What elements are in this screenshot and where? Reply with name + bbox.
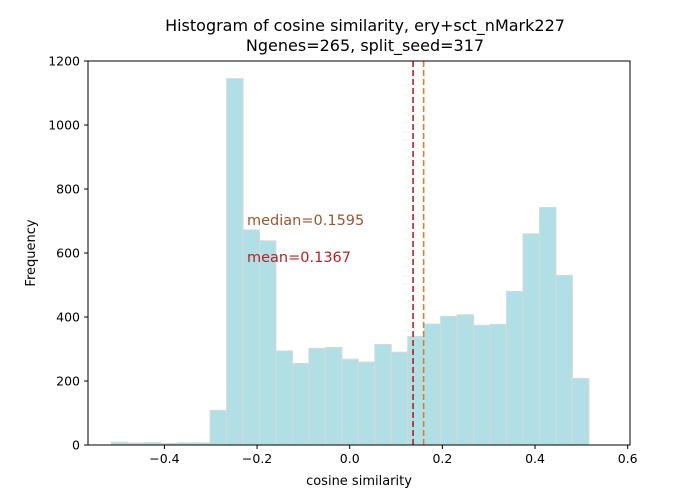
histogram-bar	[407, 336, 425, 446]
y-axis-label: Frequency	[24, 219, 39, 286]
histogram-bar	[341, 358, 359, 446]
histogram-bar	[440, 315, 458, 446]
y-tick-label: 200	[56, 374, 80, 389]
histogram-bar	[522, 233, 540, 446]
x-tick-label: −0.2	[242, 451, 272, 466]
y-tick-label: 800	[56, 182, 80, 197]
x-tick-label: 0.6	[618, 451, 638, 466]
y-tick-label: 1000	[48, 118, 80, 133]
histogram-bar	[489, 323, 508, 446]
y-tick-label: 0	[72, 438, 80, 453]
histogram-bar	[456, 314, 475, 446]
x-tick-label: 0.4	[525, 451, 545, 466]
histogram-bar	[571, 377, 590, 446]
histogram-bar	[308, 347, 326, 446]
histogram-bar	[555, 274, 573, 446]
bars-group	[110, 78, 590, 446]
histogram-bar	[538, 207, 557, 446]
histogram-bar	[390, 351, 409, 446]
mean-annotation: mean=0.1367	[247, 250, 351, 266]
y-tick-label: 600	[56, 246, 80, 261]
histogram-bar	[226, 78, 244, 446]
histogram-bar	[275, 350, 293, 446]
histogram-bar	[324, 346, 343, 446]
histogram-bar	[291, 362, 310, 446]
histogram-bar	[473, 324, 491, 446]
chart-title-line2: Ngenes=265, split_seed=317	[246, 36, 484, 56]
x-axis-ticks: −0.4 −0.2 0.0 0.2 0.4 0.6	[149, 445, 638, 466]
histogram-bar	[374, 344, 392, 446]
x-tick-label: 0.0	[340, 451, 360, 466]
x-tick-label: 0.2	[432, 451, 452, 466]
histogram-bar	[357, 361, 376, 446]
histogram-bar	[259, 240, 277, 446]
y-tick-label: 400	[56, 310, 80, 325]
histogram-bar	[506, 290, 524, 446]
chart-title-line1: Histogram of cosine similarity, ery+sct_…	[165, 16, 565, 36]
y-tick-label: 1200	[48, 54, 80, 69]
median-annotation: median=0.1595	[247, 213, 364, 229]
x-axis-label: cosine similarity	[306, 474, 412, 489]
histogram-bar	[423, 323, 442, 446]
x-tick-label: −0.4	[149, 451, 179, 466]
histogram-bar	[209, 409, 228, 446]
y-axis-ticks: 0 200 400 600 800 1000 1200	[48, 54, 88, 453]
stat-lines-group	[412, 61, 425, 445]
